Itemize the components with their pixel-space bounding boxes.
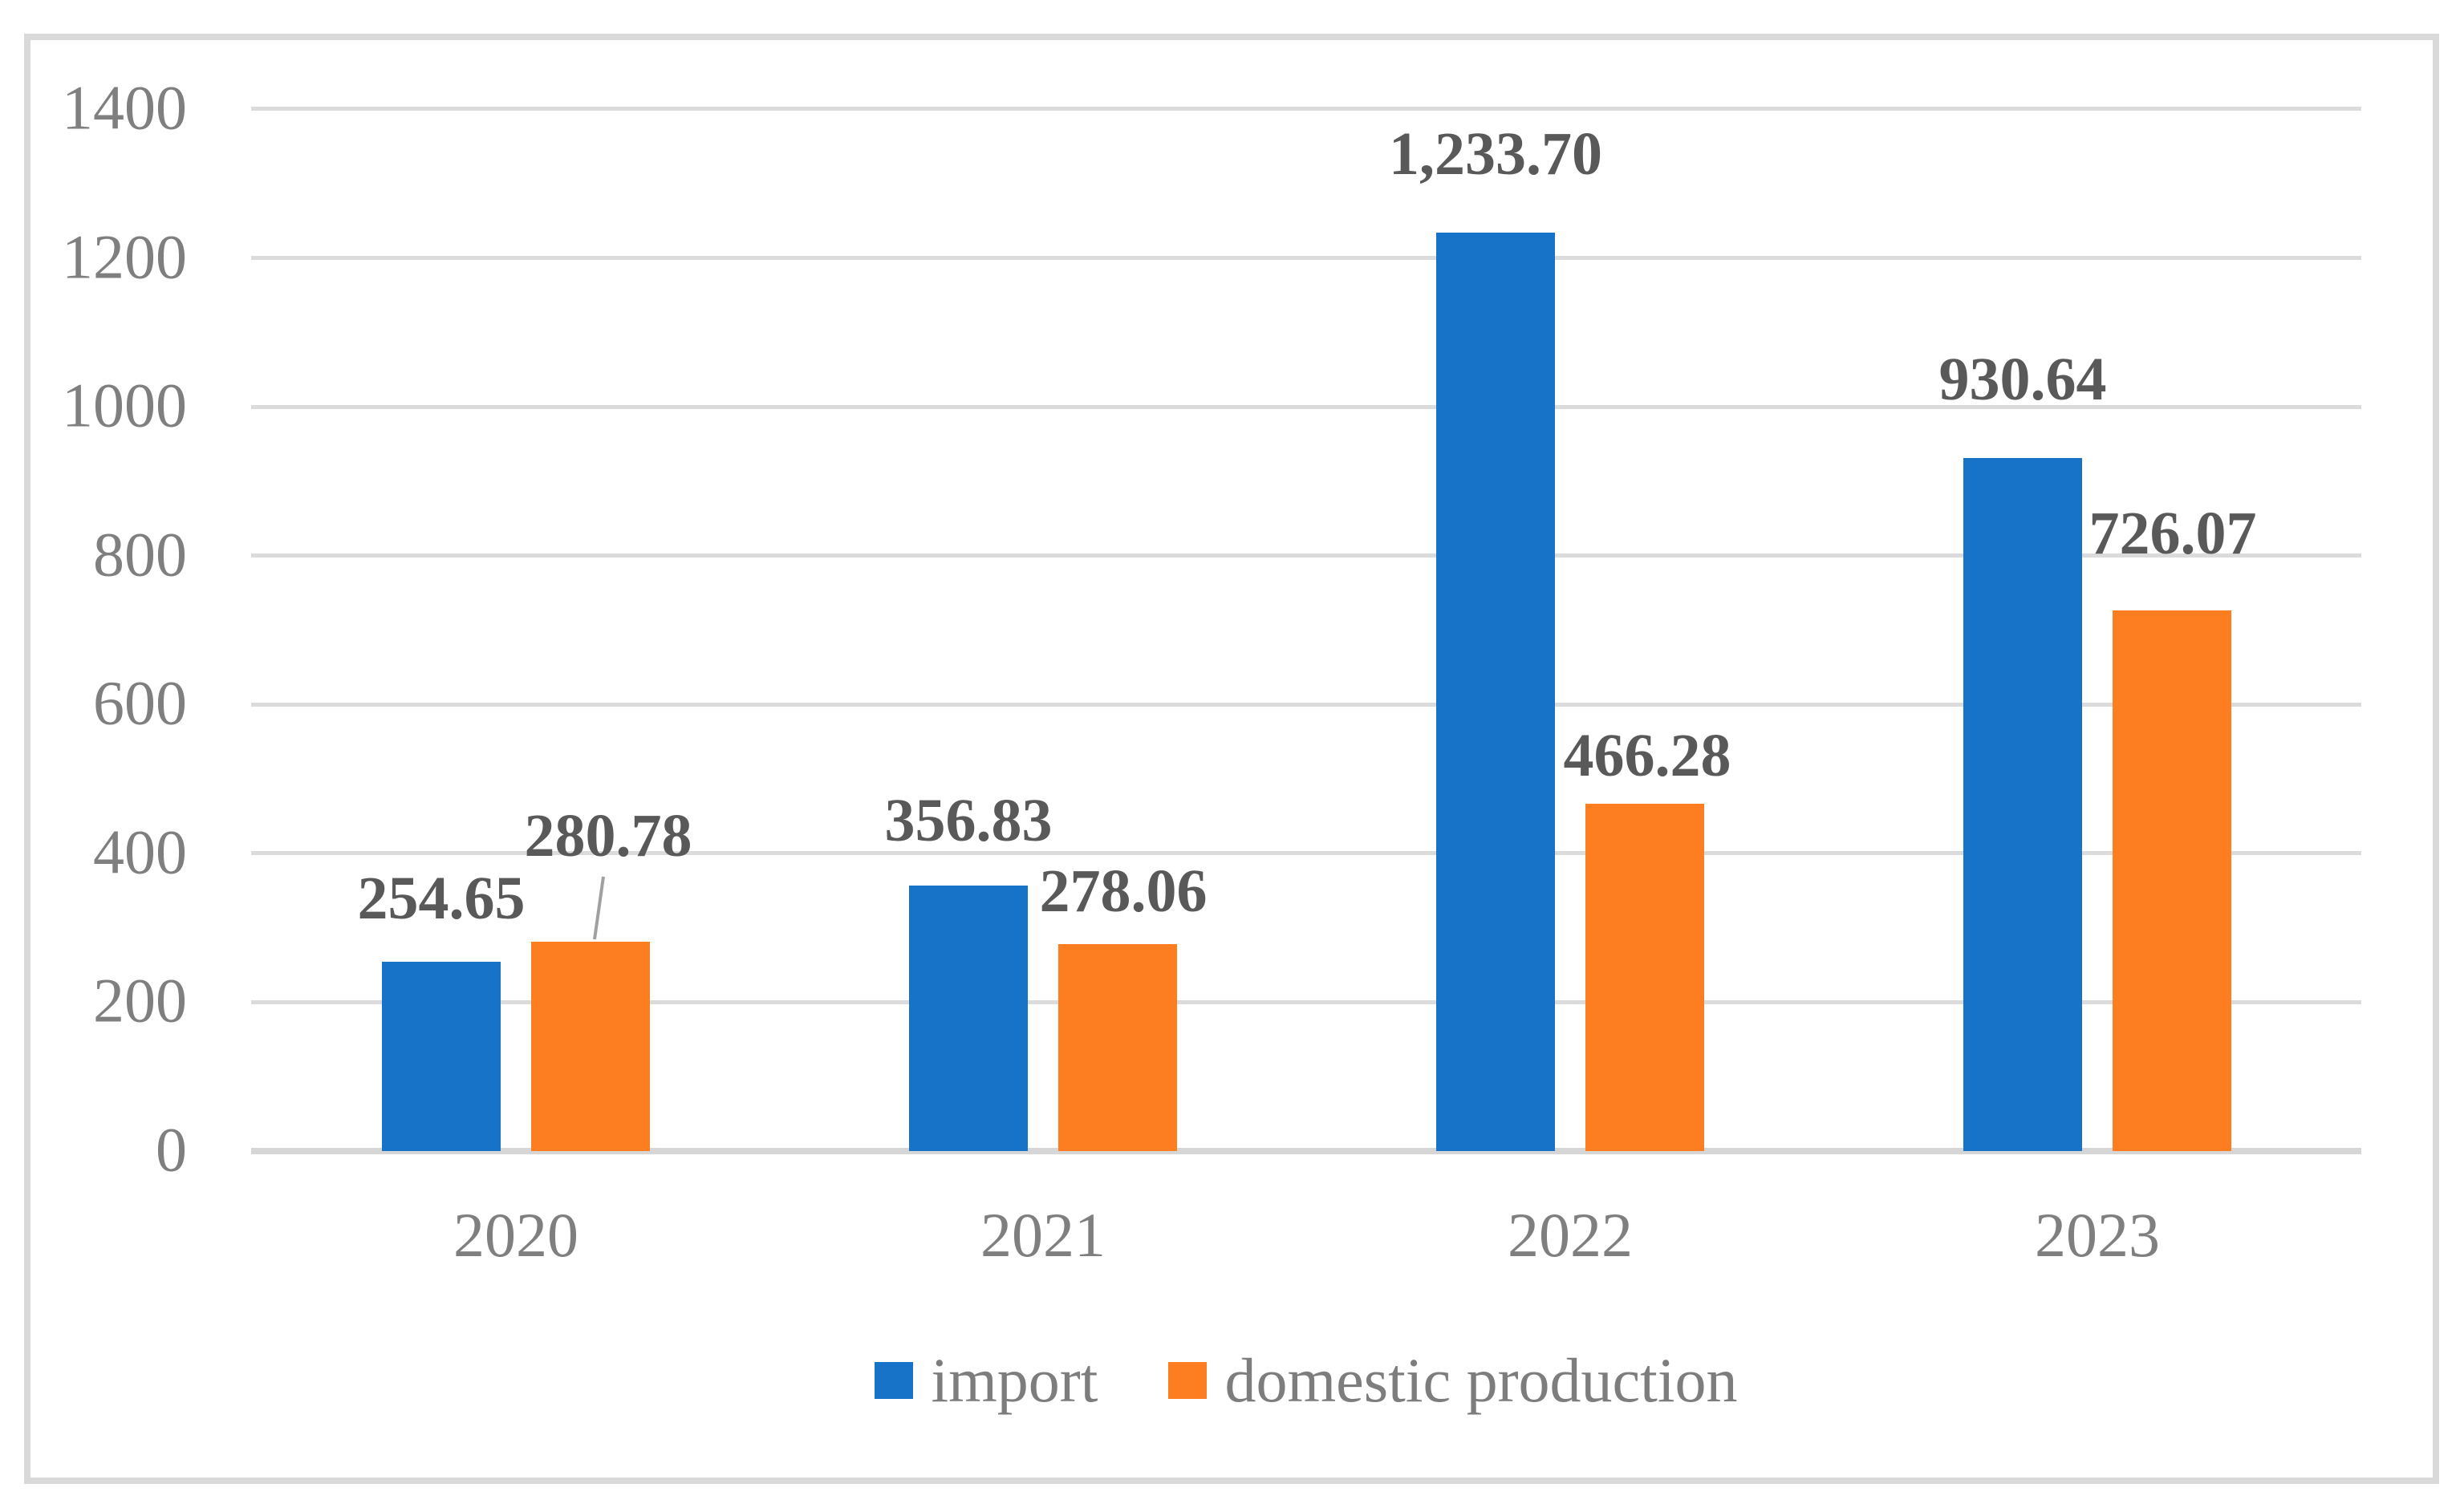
bar-domestic-production-2023 [2113, 610, 2231, 1151]
gridline-y-1400 [251, 107, 2361, 111]
bar-domestic-production-2022 [1585, 804, 1704, 1151]
x-axis-category-label-2022: 2022 [1508, 1200, 1633, 1270]
bar-domestic-production-2021 [1058, 943, 1177, 1151]
bar-import-2020 [382, 961, 501, 1151]
gridline-y-1200 [251, 256, 2361, 261]
data-label-domestic-production-2022: 466.28 [1563, 722, 1731, 790]
legend: import domestic production [251, 1349, 2361, 1412]
gridline-y-200 [251, 999, 2361, 1004]
data-label-import-2020: 254.65 [357, 864, 526, 932]
x-axis-category-label-2020: 2020 [453, 1200, 578, 1270]
legend-label-import: import [931, 1345, 1098, 1415]
y-axis-tick-label-200: 200 [93, 965, 187, 1036]
bar-import-2022 [1436, 233, 1555, 1151]
x-axis-line [251, 1148, 2361, 1154]
bar-domestic-production-2020 [531, 942, 650, 1151]
data-label-import-2022: 1,233.70 [1389, 120, 1602, 189]
data-label-import-2021: 356.83 [884, 786, 1053, 854]
legend-swatch-domestic-production [1168, 1362, 1208, 1399]
gridline-y-1000 [251, 404, 2361, 409]
x-axis-category-label-2023: 2023 [2035, 1200, 2160, 1270]
gridline-y-600 [251, 702, 2361, 707]
data-label-domestic-production-2021: 278.06 [1039, 857, 1208, 925]
y-axis-tick-label-1000: 1000 [62, 370, 187, 440]
x-axis-category-label-2021: 2021 [980, 1200, 1106, 1270]
legend-item-import: import [875, 1349, 1098, 1412]
y-axis-tick-label-1200: 1200 [62, 221, 187, 291]
y-axis-tick-label-600: 600 [93, 667, 187, 738]
legend-item-domestic-production: domestic production [1168, 1345, 1738, 1415]
data-label-domestic-production-2023: 726.07 [2089, 500, 2257, 568]
legend-swatch-import [875, 1362, 914, 1399]
gridline-y-400 [251, 851, 2361, 856]
y-axis-tick-label-1400: 1400 [62, 72, 187, 143]
chart-border-frame [24, 34, 2439, 1484]
legend-label-domestic-production: domestic production [1224, 1345, 1738, 1415]
data-label-domestic-production-2020: 280.78 [524, 802, 692, 870]
bar-import-2023 [1963, 458, 2082, 1151]
bar-import-2021 [909, 885, 1028, 1151]
y-axis-tick-label-0: 0 [156, 1114, 187, 1185]
data-label-import-2023: 930.64 [1938, 346, 2107, 414]
gridline-y-800 [251, 553, 2361, 558]
y-axis-tick-label-800: 800 [93, 519, 187, 590]
y-axis-tick-label-400: 400 [93, 817, 187, 887]
